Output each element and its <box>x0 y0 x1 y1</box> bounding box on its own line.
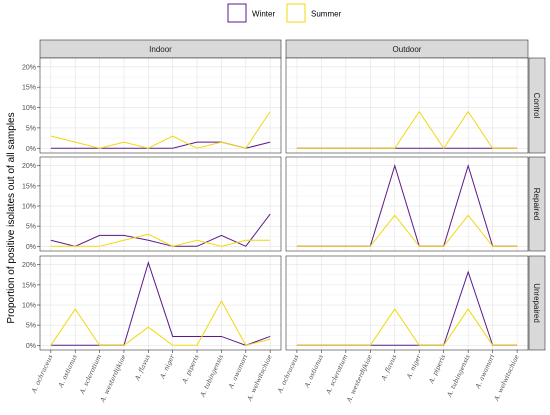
series-line-winter <box>50 261 271 346</box>
x-tick-label: A. flavus <box>134 353 153 382</box>
facet-strips: Indoor Outdoor Control Repaired Unrepaired <box>39 39 546 351</box>
panel-outdoor-control <box>285 57 529 154</box>
x-tick-label: A. niger <box>159 353 177 381</box>
x-tick-label: A. welwitschiae <box>493 353 521 402</box>
y-tick-label: 10% <box>22 105 36 112</box>
series-line-winter <box>50 213 271 247</box>
panel-border <box>285 255 529 351</box>
x-tick-label: A. awamori <box>474 354 496 391</box>
x-tick-label: A. piperis <box>181 353 201 385</box>
panel-outdoor-repaired <box>285 156 529 252</box>
strip-label-unrepaired: Unrepaired <box>532 283 541 323</box>
panel-background <box>40 256 281 350</box>
y-tick-label: 10% <box>22 303 36 310</box>
facet-panels <box>39 57 529 351</box>
x-tick-label: A. niger <box>405 353 423 381</box>
legend-label-summer: Summer <box>311 10 342 19</box>
strip-label-repaired: Repaired <box>532 188 541 220</box>
legend-key-winter <box>227 3 247 23</box>
y-tick-label: 10% <box>22 204 36 211</box>
strip-label-control: Control <box>532 93 541 119</box>
strip-unrepaired <box>528 255 546 351</box>
y-tick-label: 0% <box>26 244 36 251</box>
x-tick-label: A. piperis <box>428 353 448 385</box>
x-tick-label: A. westerdijkiae <box>99 353 128 404</box>
series-line-summer <box>296 214 518 247</box>
strip-repaired <box>528 156 546 252</box>
x-tick-label: A. westerdijkiae <box>345 353 374 404</box>
panel-border <box>285 156 529 252</box>
panel-border <box>39 156 282 252</box>
series-line-summer <box>50 233 271 247</box>
y-tick-label: 5% <box>26 323 36 330</box>
x-tick-label: A. ostianus <box>57 353 79 389</box>
y-axis-title: Proportion of positive isolates out of a… <box>6 112 17 323</box>
x-tick-label: A. ochraceus <box>30 353 55 395</box>
legend-label-winter: Winter <box>252 10 275 19</box>
series-line-summer <box>296 308 518 346</box>
legend: Winter Summer <box>227 3 342 23</box>
y-tick-label: 0% <box>26 146 36 153</box>
y-tick-label: 5% <box>26 224 36 231</box>
panel-background <box>286 157 528 251</box>
x-tick-label: A. ochraceus <box>276 353 301 395</box>
panel-indoor-control <box>39 57 282 154</box>
panel-border <box>39 255 282 351</box>
strip-label-indoor: Indoor <box>149 45 172 54</box>
x-tick-label: A. sclerotium <box>79 354 104 396</box>
y-tick-label: 20% <box>22 262 36 269</box>
legend-key-summer <box>286 3 306 23</box>
x-tick-label: A. tubingensis <box>199 353 225 399</box>
series-line-summer <box>50 299 271 346</box>
y-tick-label: 0% <box>26 343 36 350</box>
y-tick-label: 15% <box>22 282 36 289</box>
panel-border <box>39 57 282 154</box>
series-line-summer <box>296 110 518 150</box>
panel-background <box>40 157 281 251</box>
y-tick-label: 15% <box>22 85 36 92</box>
y-tick-label: 20% <box>22 64 36 71</box>
panel-outdoor-unrepaired <box>285 255 529 351</box>
y-tick-label: 20% <box>22 163 36 170</box>
x-tick-label: A. ostianus <box>303 353 325 389</box>
x-tick-label: A. welwitschiae <box>246 353 274 402</box>
x-tick-label: A. awamori <box>227 354 249 391</box>
x-tick-label: A. flavus <box>380 353 399 382</box>
x-tick-label: A. tubingensis <box>446 353 472 399</box>
strip-control <box>528 57 546 154</box>
panel-background <box>286 256 528 350</box>
panel-border <box>285 57 529 154</box>
series-line-summer <box>50 111 271 149</box>
panel-background <box>286 58 528 153</box>
y-tick-label: 5% <box>26 125 36 132</box>
strip-label-outdoor: Outdoor <box>393 45 422 54</box>
panel-indoor-unrepaired <box>39 255 282 351</box>
x-tick-label: A. sclerotium <box>325 354 350 396</box>
y-axes: 0% 5% 10% 15% 20% 0% 5% 10% 15% 20% 0% 5% 10% 15% 20% <box>22 64 40 350</box>
y-tick-label: 15% <box>22 183 36 190</box>
panel-background <box>40 58 281 153</box>
panel-indoor-repaired <box>39 156 282 252</box>
